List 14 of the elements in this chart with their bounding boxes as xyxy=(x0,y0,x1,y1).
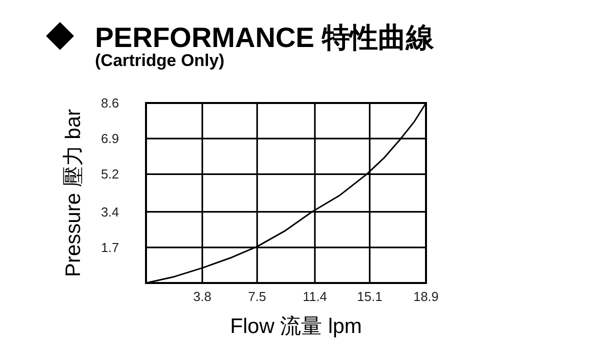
y-tick-label: 6.9 xyxy=(100,131,120,146)
y-tick-label: 1.7 xyxy=(100,240,120,255)
y-tick-label: 8.6 xyxy=(100,96,120,110)
x-tick-label: 11.4 xyxy=(302,289,328,304)
x-tick-label: 18.9 xyxy=(413,289,439,304)
y-tick-label: 3.4 xyxy=(100,204,120,220)
x-axis-title: Flow 流量 lpm xyxy=(230,315,362,338)
x-tick-label: 3.8 xyxy=(193,289,212,304)
y-axis-title: Pressure 壓力 bar xyxy=(62,108,85,278)
chart-subtitle: (Cartridge Only) xyxy=(95,51,224,70)
x-tick-label: 7.5 xyxy=(248,289,266,304)
chart-title: PERFORMANCE 特性曲線 xyxy=(95,22,436,53)
y-tick-label: 5.2 xyxy=(100,166,120,182)
x-tick-label: 15.1 xyxy=(357,289,382,304)
